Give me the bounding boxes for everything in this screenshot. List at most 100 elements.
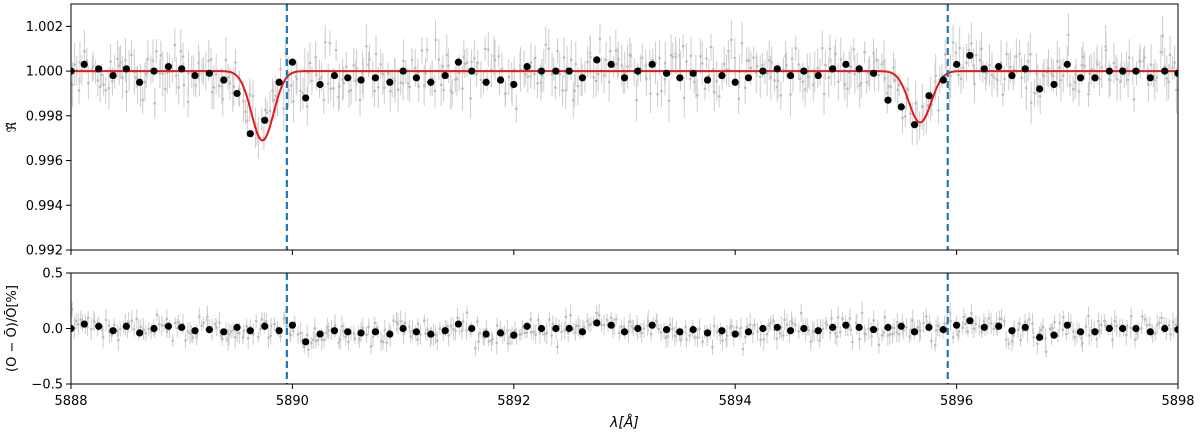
unbinned-point: [892, 326, 896, 330]
unbinned-point: [783, 318, 786, 322]
unbinned-point: [908, 335, 911, 338]
unbinned-point: [408, 325, 411, 328]
unbinned-point: [1016, 328, 1020, 332]
unbinned-point: [419, 333, 422, 336]
unbinned-point: [519, 333, 523, 336]
unbinned-point: [181, 55, 185, 58]
unbinned-point: [596, 72, 600, 76]
unbinned-point: [770, 61, 773, 64]
unbinned-point: [1081, 55, 1085, 59]
unbinned-point: [478, 331, 482, 335]
unbinned-point: [608, 49, 612, 53]
unbinned-point: [1007, 342, 1011, 346]
unbinned-point: [110, 334, 113, 337]
unbinned-point: [1087, 92, 1090, 96]
unbinned-point: [658, 56, 661, 60]
unbinned-point: [753, 323, 756, 327]
unbinned-point: [888, 333, 892, 336]
unbinned-point: [347, 89, 351, 93]
unbinned-point: [279, 68, 282, 71]
binned-point: [191, 327, 199, 335]
unbinned-point: [785, 323, 789, 326]
unbinned-point: [447, 64, 450, 68]
unbinned-point: [381, 340, 385, 344]
unbinned-point: [1020, 76, 1023, 80]
unbinned-point: [485, 328, 488, 331]
unbinned-point: [715, 79, 718, 83]
unbinned-point: [1098, 77, 1101, 81]
unbinned-point: [1073, 335, 1077, 339]
unbinned-point: [242, 329, 246, 332]
binned-point: [897, 103, 905, 111]
binned-point: [814, 71, 822, 80]
unbinned-point: [71, 308, 74, 311]
unbinned-point: [447, 334, 451, 337]
unbinned-point: [563, 329, 567, 332]
binned-point: [357, 76, 365, 84]
binned-point: [386, 78, 394, 86]
unbinned-point: [924, 315, 928, 318]
binned-point: [953, 60, 961, 68]
unbinned-point: [124, 59, 127, 62]
binned-point: [855, 65, 863, 73]
binned-point: [634, 324, 642, 333]
unbinned-point: [877, 343, 881, 347]
unbinned-point: [1090, 67, 1093, 71]
unbinned-point: [524, 72, 527, 76]
binned-point: [441, 327, 449, 335]
unbinned-point: [399, 319, 402, 323]
unbinned-point: [342, 81, 345, 85]
unbinned-point: [712, 90, 716, 94]
unbinned-point: [1113, 319, 1117, 323]
unbinned-point: [242, 100, 245, 103]
unbinned-point: [83, 49, 86, 53]
unbinned-point: [685, 338, 688, 341]
binned-point: [939, 326, 947, 334]
unbinned-point: [789, 93, 792, 96]
binned-point: [703, 329, 712, 337]
unbinned-point: [374, 52, 378, 56]
unbinned-point: [132, 328, 136, 331]
unbinned-point: [545, 331, 549, 335]
unbinned-point: [827, 76, 831, 79]
unbinned-point: [973, 82, 976, 86]
unbinned-point: [558, 73, 562, 76]
unbinned-point: [504, 92, 507, 95]
unbinned-point: [892, 66, 895, 69]
unbinned-point: [1074, 73, 1078, 77]
binned-point: [330, 71, 339, 80]
unbinned-point: [820, 46, 824, 50]
unbinned-point: [1159, 50, 1163, 54]
unbinned-point: [155, 49, 158, 53]
unbinned-point: [733, 56, 737, 60]
unbinned-point: [338, 84, 341, 88]
unbinned-point: [213, 322, 217, 326]
binned-point: [1161, 324, 1169, 333]
unbinned-point: [631, 326, 635, 330]
unbinned-point: [347, 340, 350, 344]
unbinned-point: [127, 320, 131, 324]
unbinned-point: [586, 60, 589, 64]
binned-point: [953, 321, 961, 329]
unbinned-point: [268, 109, 272, 113]
binned-point: [744, 328, 753, 336]
binned-point: [357, 329, 365, 337]
binned-point: [482, 330, 490, 338]
unbinned-point: [536, 82, 539, 85]
unbinned-point: [202, 321, 205, 324]
unbinned-point: [409, 335, 412, 338]
unbinned-point: [640, 331, 643, 335]
unbinned-point: [329, 87, 333, 90]
unbinned-point: [576, 84, 580, 88]
unbinned-point: [413, 66, 417, 70]
unbinned-point: [328, 41, 332, 45]
unbinned-point: [556, 345, 559, 349]
unbinned-point: [283, 316, 287, 320]
unbinned-point: [433, 89, 437, 93]
unbinned-point: [1059, 78, 1063, 82]
unbinned-point: [975, 53, 978, 57]
unbinned-point: [739, 326, 743, 330]
unbinned-point: [966, 330, 970, 333]
unbinned-point: [1026, 59, 1030, 63]
unbinned-point: [1038, 94, 1042, 98]
